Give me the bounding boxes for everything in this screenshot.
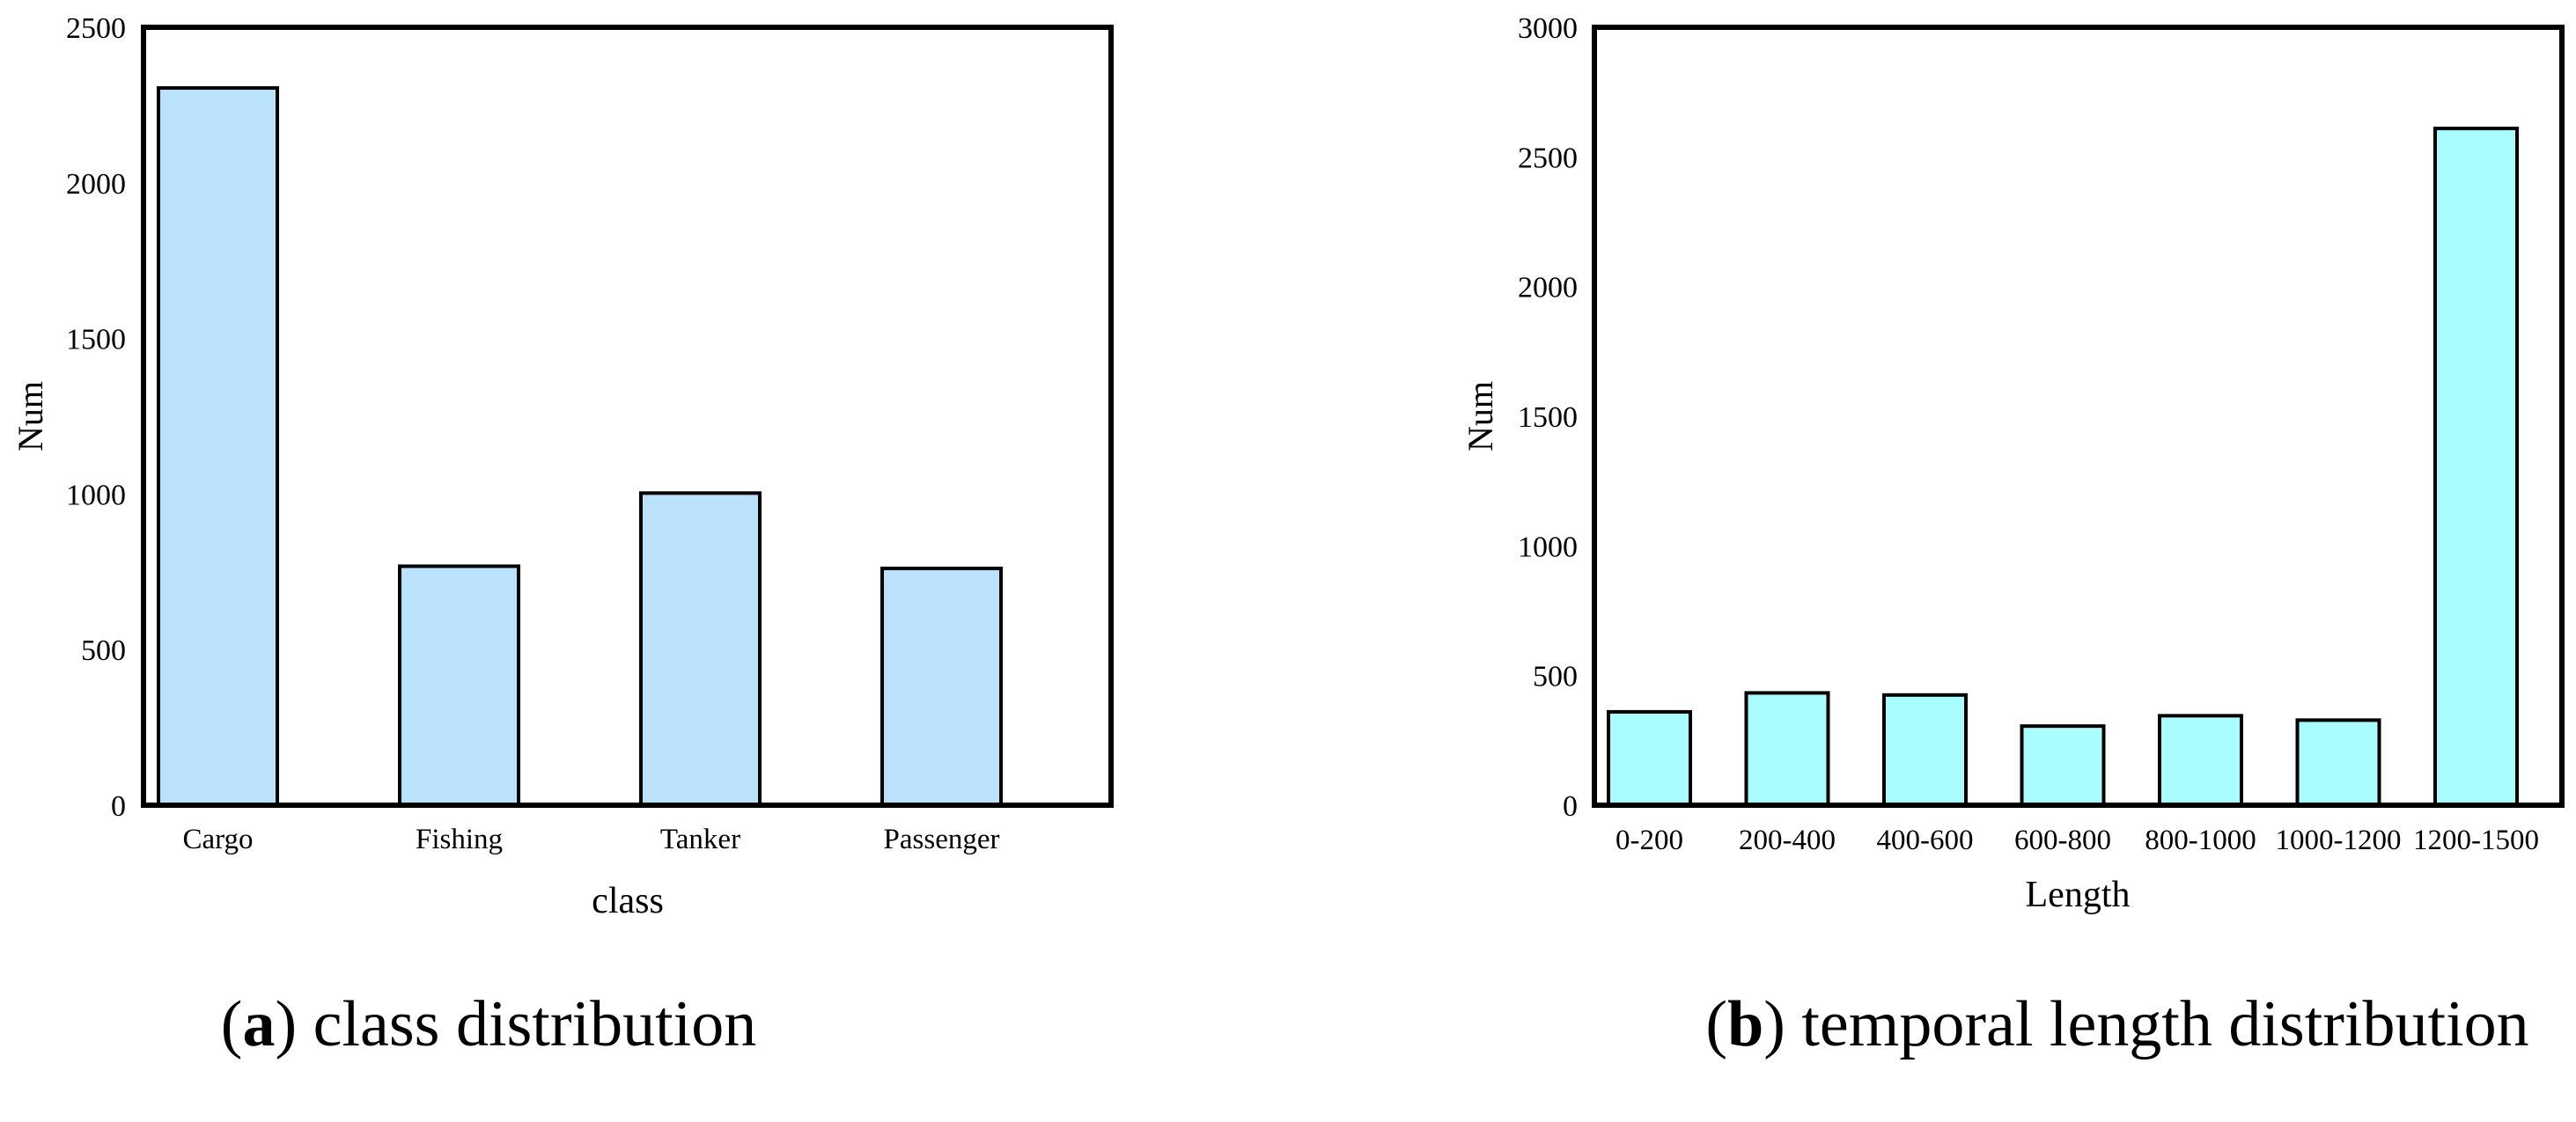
y-tick-label: 500	[1533, 661, 1578, 693]
bar-cargo	[157, 85, 279, 807]
bar-600-800	[2020, 724, 2106, 807]
bar-fishing	[398, 564, 520, 807]
y-tick-label: 500	[81, 634, 126, 667]
y-tick-label: 3000	[1518, 12, 1578, 45]
bar-tanker	[639, 491, 762, 807]
caption-letter: a	[242, 988, 275, 1060]
caption-text: class distribution	[313, 988, 757, 1060]
y-tick-label: 2000	[1518, 272, 1578, 304]
y-tick-label: 1000	[66, 479, 126, 511]
y-tick-label: 0	[1563, 790, 1578, 823]
x-axis-label: class	[592, 881, 664, 921]
x-tick-label: Cargo	[182, 824, 253, 855]
bar-0-200	[1607, 709, 1692, 807]
plot-frame	[141, 25, 1114, 808]
bar-passenger	[880, 566, 1003, 807]
plot-frame	[1592, 25, 2565, 808]
x-tick-label: 600-800	[2014, 825, 2111, 856]
bar-1000-1200	[2295, 718, 2381, 807]
x-axis-label: Length	[2026, 875, 2131, 915]
caption-letter: b	[1727, 988, 1763, 1060]
y-tick-label: 2000	[66, 168, 126, 201]
bar-1200-1500	[2433, 126, 2519, 808]
y-tick-label: 2500	[1518, 142, 1578, 174]
y-tick-label: 2500	[66, 12, 126, 45]
panel-temporal-length-distribution: 0 500 1000 1500 2000 2500 3000 0-200 200-400 400…	[1461, 12, 2565, 1060]
y-axis-label: Num	[11, 381, 50, 451]
y-tick-label: 1000	[1518, 531, 1578, 563]
y-tick-label: 1500	[1518, 401, 1578, 434]
x-tick-label: Fishing	[416, 824, 503, 855]
panel-class-distribution: 0 500 1000 1500 2000 2500 Cargo Fishing Tanker P…	[11, 12, 1114, 1060]
y-tick-label: 1500	[66, 324, 126, 356]
caption: (b) temporal length distribution	[1705, 988, 2528, 1060]
bar-400-600	[1882, 693, 1968, 807]
x-tick-label: 800-1000	[2145, 825, 2256, 856]
caption-text: temporal length distribution	[1801, 988, 2528, 1060]
x-tick-label: 400-600	[1877, 825, 1974, 856]
x-tick-label: 200-400	[1739, 825, 1836, 856]
y-axis-label: Num	[1461, 381, 1500, 451]
x-tick-label: 0-200	[1616, 825, 1683, 856]
x-tick-label: 1200-1500	[2413, 825, 2539, 856]
x-tick-label: 1000-1200	[2276, 825, 2402, 856]
x-tick-label: Passenger	[884, 824, 1000, 855]
bar-800-1000	[2158, 714, 2243, 808]
y-tick-label: 0	[111, 790, 126, 823]
bar-200-400	[1744, 691, 1830, 808]
x-tick-label: Tanker	[660, 824, 740, 855]
caption: (a) class distribution	[221, 988, 756, 1060]
